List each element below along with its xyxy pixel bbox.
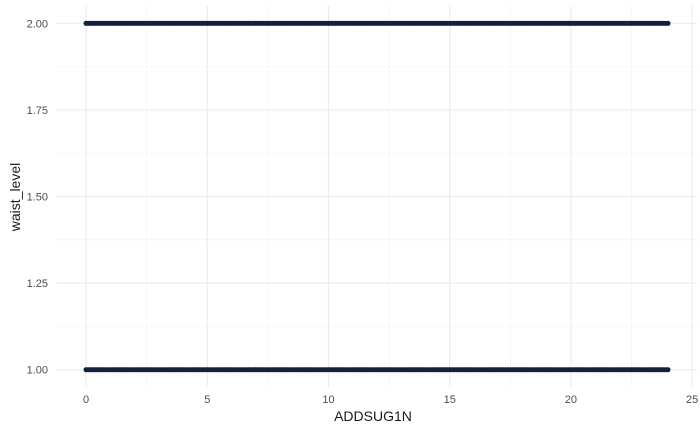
x-axis-tick-labels: 0 5 10 15 20 25 — [83, 394, 698, 406]
data-points — [83, 20, 671, 373]
data-point — [665, 367, 671, 373]
y-tick-label: 1.50 — [27, 192, 48, 204]
y-axis-title: waist_level — [7, 163, 23, 232]
x-tick-label: 15 — [444, 394, 456, 406]
x-axis-title: ADDSUG1N — [334, 408, 412, 424]
y-axis-tick-labels: 1.00 1.25 1.50 1.75 2.00 — [27, 18, 48, 376]
y-tick-label: 1.25 — [27, 278, 48, 290]
x-tick-label: 0 — [83, 394, 89, 406]
x-tick-label: 10 — [322, 394, 334, 406]
y-tick-label: 2.00 — [27, 18, 48, 30]
x-tick-label: 20 — [565, 394, 577, 406]
y-tick-label: 1.00 — [27, 365, 48, 377]
y-tick-label: 1.75 — [27, 105, 48, 117]
data-point — [665, 20, 671, 26]
x-tick-label: 25 — [686, 394, 698, 406]
x-tick-label: 5 — [204, 394, 210, 406]
